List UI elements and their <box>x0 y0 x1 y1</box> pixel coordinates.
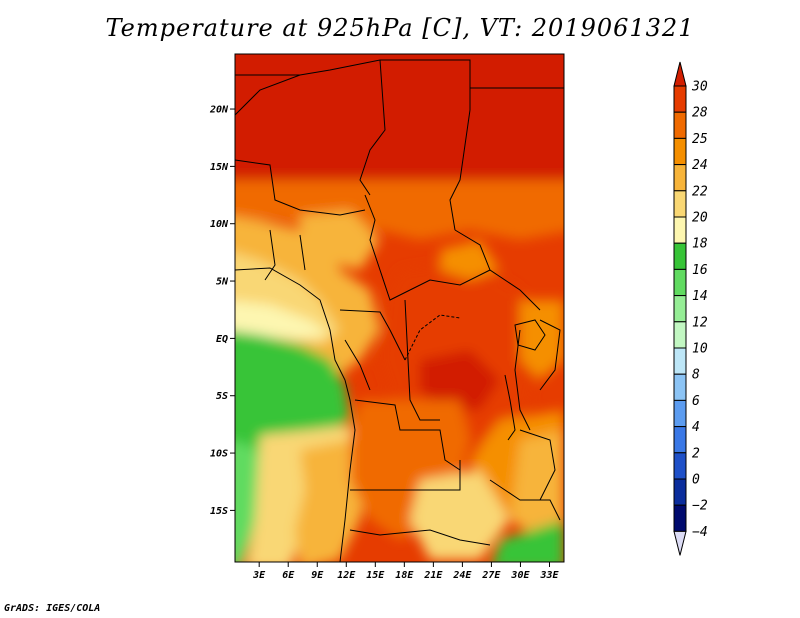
colorbar-swatch <box>673 478 687 506</box>
temperature-field <box>235 54 564 562</box>
colorbar-swatch <box>673 61 687 87</box>
x-tick-label: 12E <box>337 570 356 581</box>
colorbar-swatch <box>673 216 687 244</box>
colorbar-label: 12 <box>692 315 708 330</box>
country-borders <box>235 59 564 546</box>
colorbar-label: 16 <box>692 263 708 278</box>
x-tick-label: 30E <box>510 570 530 581</box>
colorbar-label: 22 <box>692 184 708 199</box>
colorbar-label: 24 <box>692 158 708 173</box>
colorbar-label: 25 <box>692 132 708 147</box>
y-tick-label: 10N <box>210 219 229 230</box>
colorbar-label: 8 <box>692 368 700 383</box>
colorbar-swatch <box>673 111 687 139</box>
colorbar-swatch <box>673 399 687 428</box>
colorbar-label: 10 <box>692 342 708 357</box>
colorbar-label: 30 <box>691 80 708 95</box>
colorbar-swatch <box>673 85 687 113</box>
x-tick-label: 33E <box>539 570 559 581</box>
lake-victoria <box>514 319 546 351</box>
x-tick-label: 6E <box>282 570 295 581</box>
colorbar-swatch <box>673 530 687 556</box>
colorbar-swatch <box>673 321 687 349</box>
colorbar-swatch <box>673 504 687 532</box>
x-tick-label: 27E <box>481 570 501 581</box>
x-tick-label: 24E <box>452 570 472 581</box>
x-tick-label: 3E <box>252 570 266 581</box>
congo-river <box>404 314 461 361</box>
grads-credit: GrADS: IGES/COLA <box>4 603 101 614</box>
chart-title: Temperature at 925hPa [C], VT: 201906132… <box>105 14 695 42</box>
y-tick-label: 15N <box>210 162 229 173</box>
y-tick-label: EQ <box>216 334 228 345</box>
colorbar-swatch <box>673 190 687 218</box>
colorbar-swatch <box>673 242 687 270</box>
y-tick-label: 10S <box>210 449 228 460</box>
colorbar-label: 18 <box>692 237 708 252</box>
colorbar-label: −4 <box>692 525 708 540</box>
colorbar-swatch <box>673 426 687 454</box>
x-tick-label: 15E <box>366 570 385 581</box>
colorbar-label: 20 <box>692 211 708 226</box>
x-tick-label: 21E <box>423 570 443 581</box>
y-tick-label: 5N <box>216 277 229 288</box>
y-tick-label: 5S <box>216 391 228 402</box>
colorbar-swatch <box>673 452 687 480</box>
coastline <box>235 267 356 562</box>
colorbar-label: 2 <box>692 446 700 461</box>
colorbar-swatch <box>673 268 687 297</box>
y-tick-label: 15S <box>210 506 228 517</box>
map-frame <box>234 53 565 563</box>
colorbar-label: 4 <box>692 420 700 435</box>
colorbar-label: −2 <box>692 499 708 514</box>
x-tick-label: 9E <box>311 570 324 581</box>
colorbar-label: 14 <box>692 289 708 304</box>
colorbar-swatch <box>673 137 687 166</box>
colorbar-label: 6 <box>692 394 700 409</box>
lake-tanganyika <box>504 374 516 441</box>
colorbar-label: 28 <box>692 106 708 121</box>
y-tick-label: 20N <box>209 105 229 116</box>
y-axis: 20N 15N 10N 5N EQ 5S 10S 15S <box>209 105 235 517</box>
colorbar-swatch <box>673 164 687 192</box>
colorbar-swatch <box>673 295 687 323</box>
x-axis: 3E 6E 9E 12E 15E 18E 21E 24E 27E 30E 33E <box>252 562 559 581</box>
x-tick-label: 18E <box>395 570 414 581</box>
colorbar-swatch <box>673 347 687 375</box>
colorbar-label: 0 <box>692 473 700 488</box>
colorbar-swatch <box>673 373 687 401</box>
